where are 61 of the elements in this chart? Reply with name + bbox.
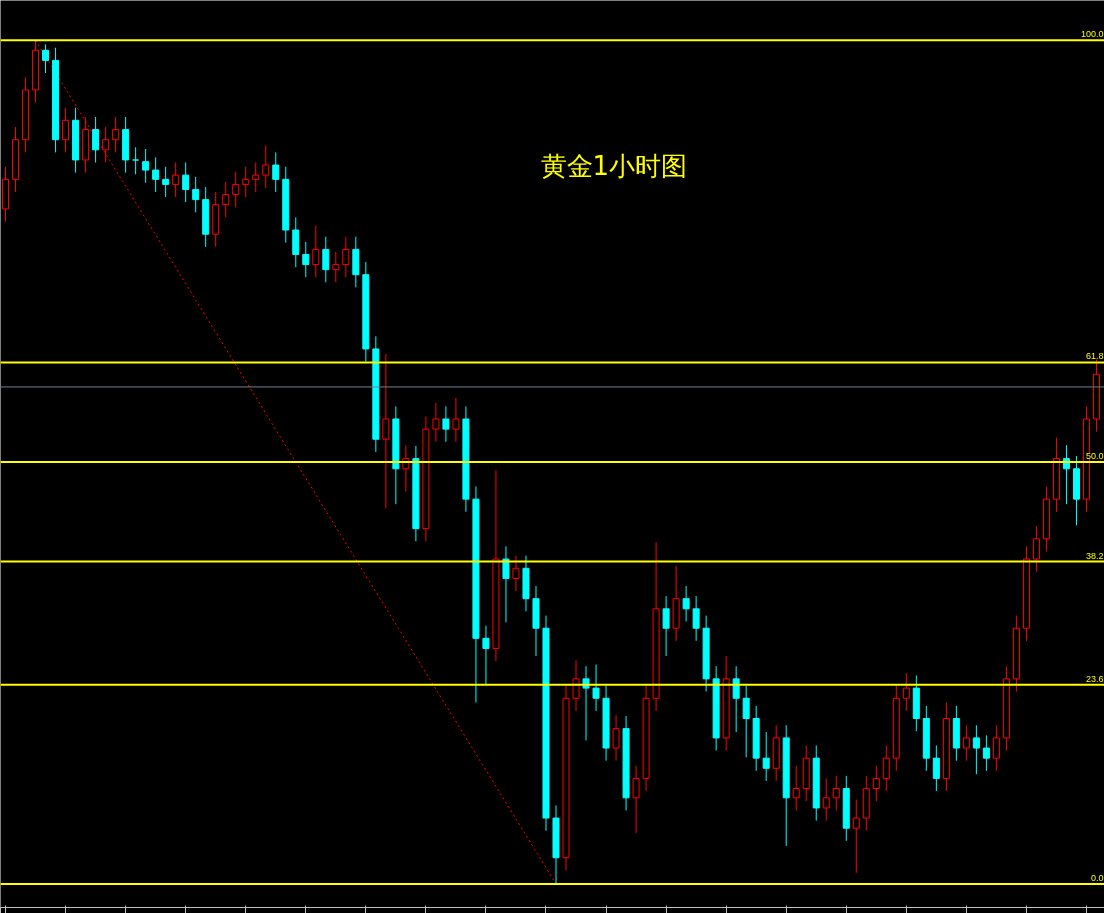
candlestick [242,166,250,198]
candlestick [852,799,860,874]
candlestick [382,353,390,509]
candlestick [332,251,340,283]
candlestick [262,145,270,189]
candlestick [482,625,490,687]
candlestick [742,685,750,758]
candlestick [972,724,980,775]
candlestick [442,405,450,443]
ref-line-label: 38.2 [1085,550,1104,561]
candlestick [682,585,690,622]
candlestick [42,43,50,74]
candlestick [432,402,440,443]
candlestick [512,555,520,592]
candlestick [142,148,150,184]
candlestick [762,731,770,782]
candlestick [792,765,800,811]
candlestick [182,161,190,203]
ref-line-label: 61.8 [1085,351,1104,362]
candlestick [62,107,70,153]
candlestick [582,665,590,741]
text: 黄金1小时图 [540,150,688,181]
candlestick [192,176,200,213]
candlestick [252,161,260,193]
candlestick [102,126,110,163]
candlestick [1032,525,1040,573]
candlestick [962,724,970,762]
candlestick [131,146,140,175]
candlestick [452,397,460,443]
candlestick [272,151,280,193]
ref-line-label: 23.6 [1085,673,1104,684]
candlestick [882,745,890,792]
candlestick [92,116,100,163]
candlestick [692,595,700,642]
candlestick [592,664,600,712]
candlestick [992,724,1000,772]
candlestick [302,241,310,278]
candlestick [172,161,180,198]
candlestick [232,171,240,208]
candlestick [822,777,830,822]
candlestick [872,765,880,802]
ref-line-label: 50.0 [1085,451,1104,462]
candlestick [312,225,320,278]
candlestick [222,181,230,218]
candlestick [662,595,670,657]
candlestick [632,765,640,834]
candlestick [612,714,620,762]
candlestick [322,236,330,283]
candlestick [932,745,940,792]
ref-line-label: 100.0 [1080,29,1104,40]
candlestick [732,665,740,733]
candlestick [162,166,170,198]
candlestick [112,116,120,153]
candlestick [832,775,840,811]
candlestick [502,545,510,623]
candlestick [982,734,990,772]
candlestick [572,659,580,712]
candlestick [152,156,160,193]
candlestick [902,672,910,712]
ref-line-label: 0.0 [1090,872,1104,883]
candlestick [342,236,350,278]
